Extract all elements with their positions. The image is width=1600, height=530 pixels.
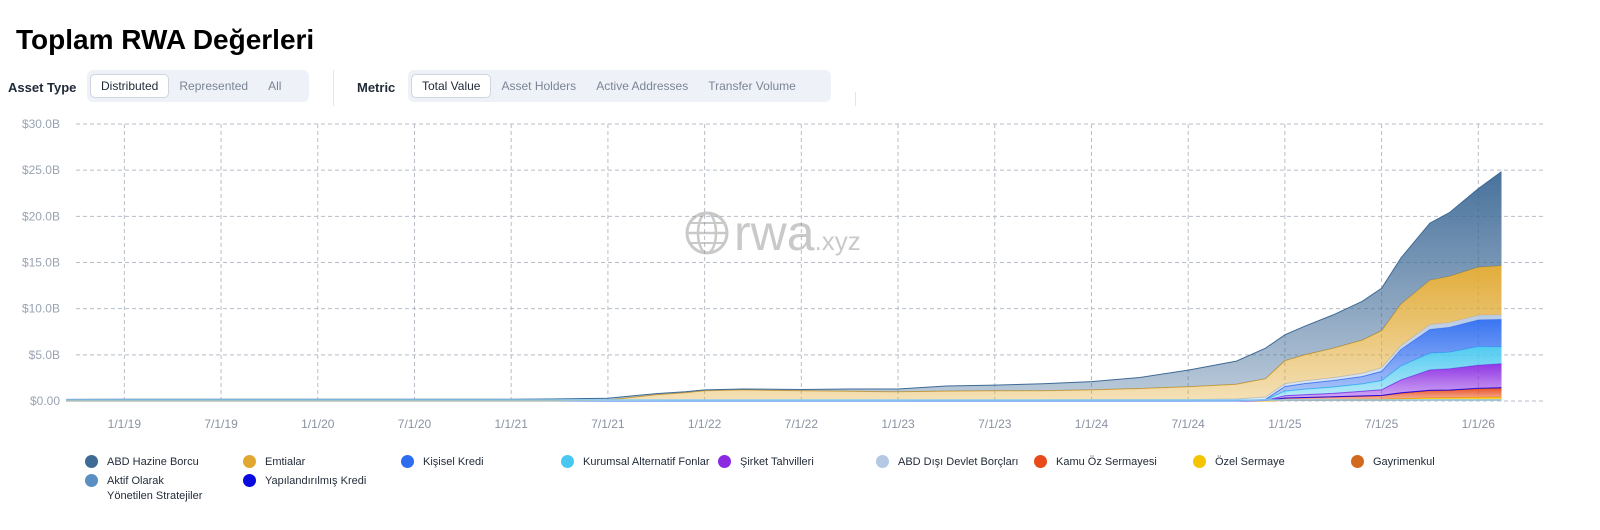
legend-item[interactable]: Kamu Öz Sermayesi bbox=[1034, 455, 1174, 470]
x-tick-label: 1/1/25 bbox=[1268, 417, 1302, 431]
legend-label: Şirket Tahvilleri bbox=[740, 456, 814, 468]
legend-label: Yapılandırılmış Kredi bbox=[265, 475, 367, 487]
filter-divider-end bbox=[855, 92, 856, 106]
rwa-area-chart: $0.00 $5.0B $10.0B $15.0B $20.0B $25.0B $30.0B… bbox=[22, 117, 1546, 431]
legend-label: Kamu Öz Sermayesi bbox=[1056, 456, 1157, 468]
legend-label: Özel Sermaye bbox=[1215, 456, 1285, 468]
y-tick-label: $30.0B bbox=[22, 117, 60, 131]
watermark-suffix: .xyz bbox=[814, 226, 861, 256]
x-tick-label: 1/1/26 bbox=[1462, 417, 1496, 431]
x-tick-label: 7/1/19 bbox=[204, 417, 238, 431]
legend-item[interactable]: ABD Dışı Devlet Borçları bbox=[876, 455, 1026, 470]
legend-swatch bbox=[561, 455, 574, 468]
legend-swatch bbox=[718, 455, 731, 468]
legend-label: Emtialar bbox=[265, 456, 306, 468]
legend-swatch bbox=[1193, 455, 1206, 468]
x-tick-label: 7/1/22 bbox=[785, 417, 819, 431]
x-tick-label: 1/1/21 bbox=[495, 417, 529, 431]
metric-total-value-button[interactable]: Total Value bbox=[411, 74, 492, 98]
x-tick-label: 7/1/23 bbox=[978, 417, 1012, 431]
asset-type-distributed-button[interactable]: Distributed bbox=[90, 74, 170, 98]
globe-icon bbox=[685, 211, 729, 255]
legend-item[interactable]: Kişisel Kredi bbox=[401, 455, 541, 470]
x-tick-label: 1/1/22 bbox=[688, 417, 722, 431]
metric-asset-holders-button[interactable]: Asset Holders bbox=[501, 79, 577, 93]
x-tick-label: 7/1/24 bbox=[1171, 417, 1205, 431]
legend-swatch bbox=[243, 474, 256, 487]
legend-label: ABD Dışı Devlet Borçları bbox=[898, 456, 1019, 468]
legend-item[interactable]: Kurumsal Alternatif Fonlar bbox=[561, 455, 711, 470]
legend-swatch bbox=[243, 455, 256, 468]
legend-label: Kişisel Kredi bbox=[423, 456, 484, 468]
legend-swatch bbox=[1034, 455, 1047, 468]
legend-item[interactable]: Emtialar bbox=[243, 455, 383, 470]
metric-transfer-volume-button[interactable]: Transfer Volume bbox=[708, 79, 796, 93]
y-tick-label: $20.0B bbox=[22, 209, 60, 223]
legend-swatch bbox=[876, 455, 889, 468]
asset-type-selector: Distributed Represented All bbox=[87, 70, 309, 102]
filter-divider bbox=[333, 70, 334, 106]
asset-type-label: Asset Type bbox=[8, 80, 77, 95]
legend-item[interactable]: Aktif Olarak Yönetilen Stratejiler bbox=[85, 474, 210, 504]
legend-item[interactable]: Şirket Tahvilleri bbox=[718, 455, 858, 470]
x-tick-label: 7/1/21 bbox=[591, 417, 625, 431]
y-tick-label: $15.0B bbox=[22, 256, 60, 270]
y-tick-label: $0.00 bbox=[30, 394, 60, 408]
legend-item[interactable]: Yapılandırılmış Kredi bbox=[243, 474, 393, 489]
legend-swatch bbox=[85, 474, 98, 487]
metric-selector: Total Value Asset Holders Active Address… bbox=[408, 70, 831, 102]
x-tick-label: 7/1/25 bbox=[1365, 417, 1399, 431]
legend-item[interactable]: Gayrimenkul bbox=[1351, 455, 1491, 470]
legend-label: Gayrimenkul bbox=[1373, 456, 1435, 468]
watermark-main: rwa bbox=[734, 205, 815, 261]
x-tick-label: 1/1/24 bbox=[1075, 417, 1109, 431]
legend-swatch bbox=[85, 455, 98, 468]
legend-swatch bbox=[401, 455, 414, 468]
y-tick-label: $5.0B bbox=[29, 348, 60, 362]
x-tick-label: 1/1/23 bbox=[881, 417, 915, 431]
y-tick-label: $25.0B bbox=[22, 163, 60, 177]
legend-item[interactable]: ABD Hazine Borcu bbox=[85, 455, 225, 470]
asset-type-all-button[interactable]: All bbox=[268, 79, 282, 93]
legend-swatch bbox=[1351, 455, 1364, 468]
asset-type-represented-button[interactable]: Represented bbox=[179, 79, 249, 93]
y-tick-label: $10.0B bbox=[22, 302, 60, 316]
metric-label: Metric bbox=[357, 80, 396, 95]
line-abd-hazine-borcu bbox=[66, 171, 1502, 400]
legend-label: ABD Hazine Borcu bbox=[107, 456, 199, 468]
legend-item[interactable]: Özel Sermaye bbox=[1193, 455, 1333, 470]
metric-active-addresses-button[interactable]: Active Addresses bbox=[596, 79, 689, 93]
area-emtialar bbox=[66, 265, 1502, 401]
legend-label: Aktif Olarak Yönetilen Stratejiler bbox=[107, 475, 203, 502]
x-tick-label: 1/1/20 bbox=[301, 417, 335, 431]
watermark: rwa .xyz bbox=[684, 205, 861, 261]
x-tick-label: 1/1/19 bbox=[108, 417, 142, 431]
legend-label: Kurumsal Alternatif Fonlar bbox=[583, 456, 710, 468]
x-tick-label: 7/1/20 bbox=[398, 417, 432, 431]
page-title: Toplam RWA Değerleri bbox=[16, 24, 315, 55]
